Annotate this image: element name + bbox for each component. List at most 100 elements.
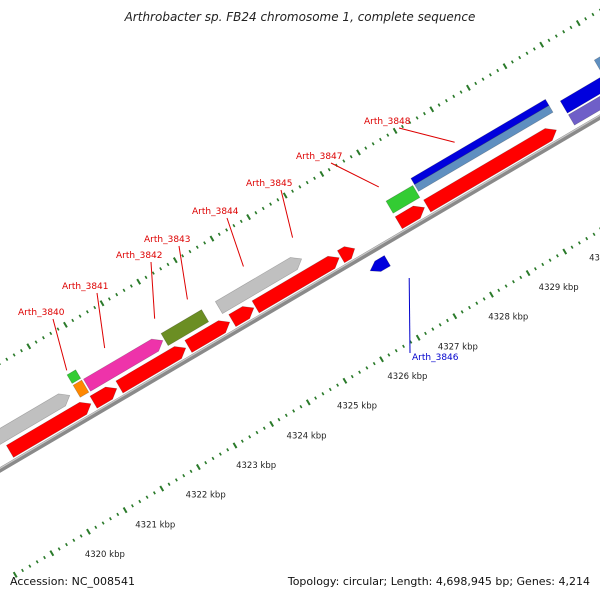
upper-tick-mark bbox=[474, 81, 478, 86]
upper-tick-mark bbox=[547, 38, 551, 43]
upper-tick-mark bbox=[408, 120, 412, 124]
upper-tick-mark bbox=[261, 206, 265, 211]
gene-label-leader bbox=[408, 278, 411, 354]
lower-tick-mark bbox=[189, 469, 193, 474]
upper-tick-mark bbox=[122, 288, 126, 293]
gene-arrow bbox=[251, 255, 340, 314]
gene-label-leader bbox=[150, 261, 156, 319]
scale-label: 4324 kbp bbox=[287, 431, 327, 441]
upper-tick-mark bbox=[525, 51, 529, 55]
upper-tick-mark bbox=[415, 116, 419, 120]
lower-tick-mark bbox=[72, 538, 76, 542]
lower-tick-mark bbox=[482, 297, 486, 301]
gene-arrow bbox=[0, 393, 71, 445]
upper-tick-mark bbox=[282, 192, 288, 199]
lower-tick-mark bbox=[541, 262, 545, 267]
lower-tick-mark bbox=[130, 504, 134, 508]
upper-tick-mark bbox=[488, 73, 492, 77]
gene-arrow bbox=[184, 320, 231, 353]
lower-tick-mark bbox=[43, 555, 46, 560]
upper-tick-mark bbox=[452, 94, 456, 99]
lower-tick-mark bbox=[94, 525, 98, 530]
lower-tick-mark bbox=[299, 404, 303, 409]
gene-label: Arth_3843 bbox=[144, 235, 191, 245]
upper-tick-mark bbox=[356, 149, 361, 156]
upper-tick-mark bbox=[217, 232, 221, 236]
upper-tick-mark bbox=[349, 155, 353, 159]
upper-tick-mark bbox=[459, 90, 463, 94]
gene-box bbox=[385, 185, 421, 214]
genome-summary-text: Topology: circular; Length: 4,698,945 bp… bbox=[287, 575, 590, 588]
lower-tick-mark bbox=[585, 236, 589, 241]
upper-tick-mark bbox=[510, 60, 514, 64]
lower-tick-mark bbox=[57, 547, 61, 551]
lower-tick-mark bbox=[387, 353, 391, 357]
lower-tick-mark bbox=[577, 241, 581, 245]
upper-tick-mark bbox=[85, 310, 89, 314]
lower-tick-mark bbox=[159, 485, 165, 492]
lower-tick-mark bbox=[28, 564, 32, 568]
lower-tick-mark bbox=[167, 482, 171, 486]
lower-tick-mark bbox=[489, 291, 494, 298]
upper-tick-mark bbox=[232, 223, 236, 228]
lower-tick-mark bbox=[65, 542, 68, 547]
upper-tick-mark bbox=[481, 77, 485, 81]
lower-tick-mark bbox=[145, 495, 149, 499]
accession-text: Accession: NC_008541 bbox=[10, 575, 136, 588]
lower-tick-mark bbox=[497, 288, 501, 293]
lower-tick-mark bbox=[468, 305, 471, 310]
lower-tick-mark bbox=[232, 442, 238, 449]
lower-tick-mark bbox=[402, 344, 405, 349]
upper-tick-mark bbox=[99, 300, 105, 307]
upper-tick-mark bbox=[539, 41, 545, 48]
upper-tick-mark bbox=[56, 327, 60, 331]
upper-tick-mark bbox=[305, 180, 309, 185]
lower-tick-mark bbox=[431, 327, 435, 331]
lower-tick-mark bbox=[342, 377, 348, 384]
upper-tick-mark bbox=[144, 275, 148, 280]
gene-arrow bbox=[214, 257, 303, 315]
lower-tick-mark bbox=[511, 280, 515, 284]
upper-tick-mark bbox=[502, 63, 508, 70]
lower-tick-mark bbox=[138, 499, 142, 504]
lower-tick-mark bbox=[336, 383, 340, 387]
lower-tick-mark bbox=[475, 301, 479, 305]
lower-tick-mark bbox=[446, 318, 449, 323]
upper-tick-mark bbox=[313, 176, 316, 180]
upper-tick-mark bbox=[569, 25, 573, 30]
upper-tick-mark bbox=[562, 30, 566, 34]
gene-label: Arth_3840 bbox=[18, 308, 65, 318]
gene-box bbox=[568, 95, 600, 126]
upper-tick-mark bbox=[379, 137, 382, 142]
upper-tick-mark bbox=[195, 245, 199, 249]
upper-tick-mark bbox=[364, 146, 368, 150]
lower-tick-mark bbox=[452, 313, 458, 320]
upper-tick-mark bbox=[5, 357, 9, 361]
lower-tick-mark bbox=[226, 448, 230, 452]
upper-tick-mark bbox=[181, 254, 185, 258]
upper-tick-mark bbox=[188, 249, 192, 254]
lower-tick-mark bbox=[109, 517, 112, 521]
upper-tick-mark bbox=[225, 228, 229, 232]
gene-arrow bbox=[5, 401, 92, 458]
lower-tick-mark bbox=[525, 269, 531, 277]
upper-tick-mark bbox=[276, 198, 280, 202]
lower-tick-mark bbox=[314, 396, 318, 400]
upper-tick-mark bbox=[129, 284, 133, 288]
lower-tick-mark bbox=[305, 399, 311, 406]
gene-label: Arth_3846 bbox=[412, 353, 459, 363]
lower-tick-mark bbox=[195, 463, 201, 471]
gene-arrow bbox=[115, 346, 187, 394]
lower-tick-mark bbox=[174, 478, 178, 482]
lower-tick-mark bbox=[562, 248, 568, 255]
scale-label: 4325 kbp bbox=[337, 402, 377, 412]
lower-tick-mark bbox=[350, 374, 354, 379]
scale-label: 4323 kbp bbox=[236, 461, 276, 471]
gene-label-leader bbox=[330, 162, 379, 188]
gene-label-leader bbox=[280, 189, 294, 238]
upper-tick-mark bbox=[496, 68, 500, 73]
upper-tick-mark bbox=[166, 262, 170, 267]
lower-tick-mark bbox=[328, 387, 332, 392]
upper-tick-mark bbox=[93, 305, 97, 310]
